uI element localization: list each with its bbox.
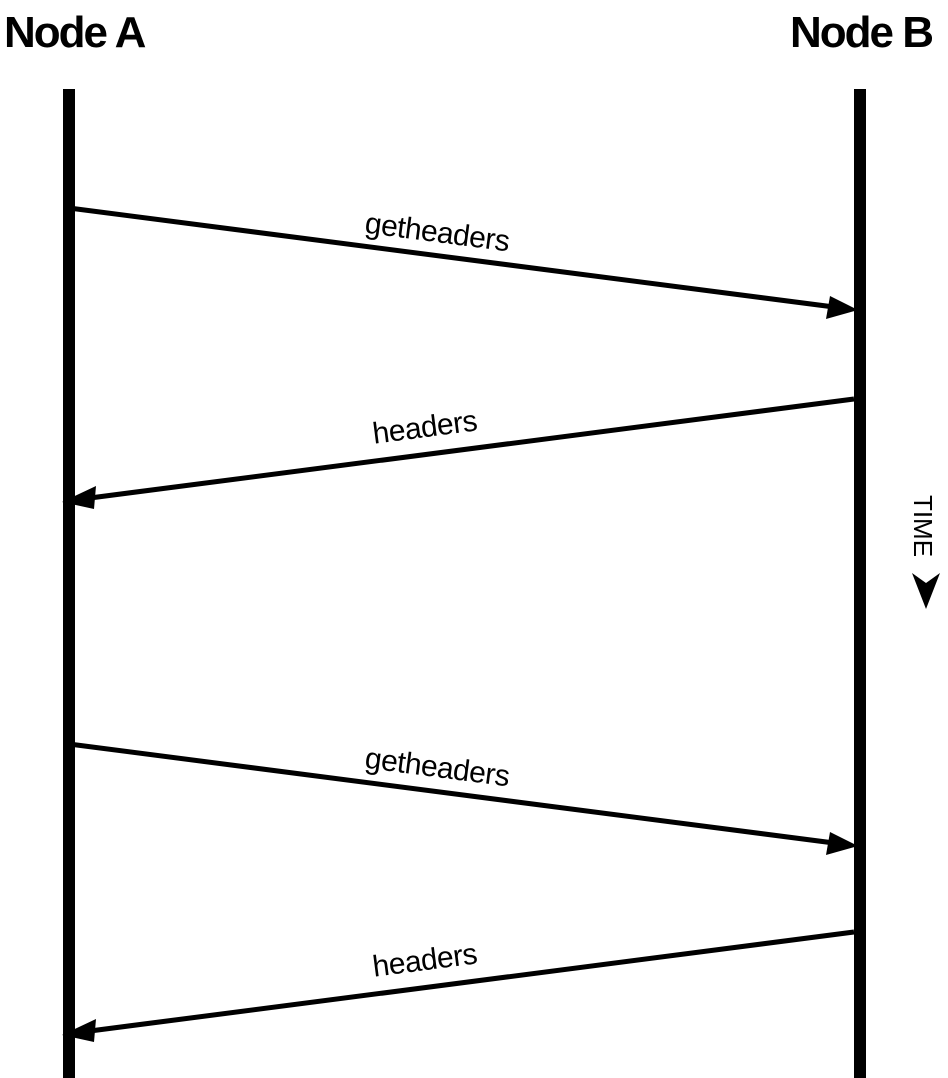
message-arrow-1 [68, 205, 858, 319]
arrowhead-left [62, 486, 96, 509]
message-arrow-4 [62, 929, 855, 1042]
time-axis-label: TIME [908, 495, 938, 557]
arrowhead-right [826, 832, 858, 855]
message-arrow-2 [62, 396, 855, 509]
time-down-arrow-icon [912, 573, 940, 609]
node-a-title: Node A [4, 8, 146, 57]
message-label-4: headers [371, 937, 479, 983]
arrowhead-left [62, 1019, 96, 1042]
node-b-title: Node B [790, 8, 932, 57]
message-arrow-3 [68, 741, 858, 855]
arrowhead-right [826, 296, 858, 319]
message-label-2: headers [371, 404, 479, 450]
